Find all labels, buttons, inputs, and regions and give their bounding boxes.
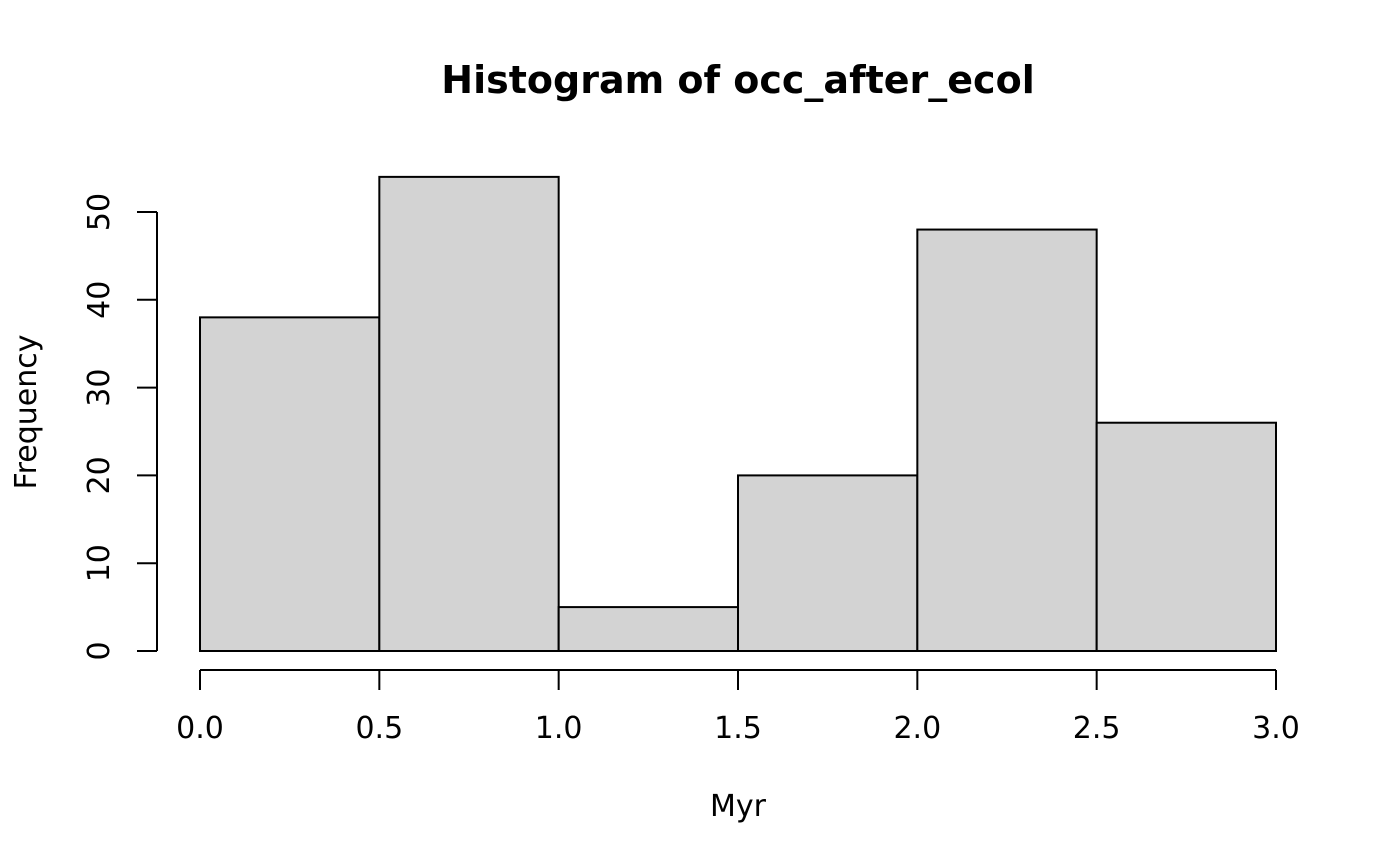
histogram-bar-5 (1095, 421, 1277, 652)
x-tick-label-1: 0.5 (355, 711, 403, 746)
bars-group (199, 175, 1277, 652)
y-tick-label-1: 10 (82, 544, 117, 582)
histogram-bar-0 (199, 316, 381, 652)
x-tick-label-6: 3.0 (1252, 711, 1300, 746)
x-axis: 0.0 0.5 1.0 1.5 2.0 2.5 3.0 (176, 669, 1300, 746)
x-tick-label-3: 1.5 (714, 711, 762, 746)
y-tick-label-3: 30 (82, 369, 117, 407)
histogram-bar-1 (378, 175, 560, 652)
chart-title: Histogram of occ_after_ecol (441, 58, 1034, 102)
x-tick-label-2: 1.0 (535, 711, 583, 746)
y-tick-label-0: 0 (82, 641, 117, 660)
x-tick-label-4: 2.0 (893, 711, 941, 746)
y-tick-label-2: 20 (82, 456, 117, 494)
x-tick-label-0: 0.0 (176, 711, 224, 746)
histogram-bar-4 (916, 228, 1098, 652)
y-axis-label: Frequency (9, 335, 44, 490)
x-axis-label: Myr (710, 789, 767, 824)
y-tick-label-5: 50 (82, 193, 117, 231)
histogram-bar-3 (737, 474, 919, 652)
y-axis: 0 10 20 30 40 50 (82, 193, 158, 661)
histogram-bar-2 (557, 606, 740, 652)
y-tick-label-4: 40 (82, 281, 117, 319)
x-tick-label-5: 2.5 (1073, 711, 1121, 746)
